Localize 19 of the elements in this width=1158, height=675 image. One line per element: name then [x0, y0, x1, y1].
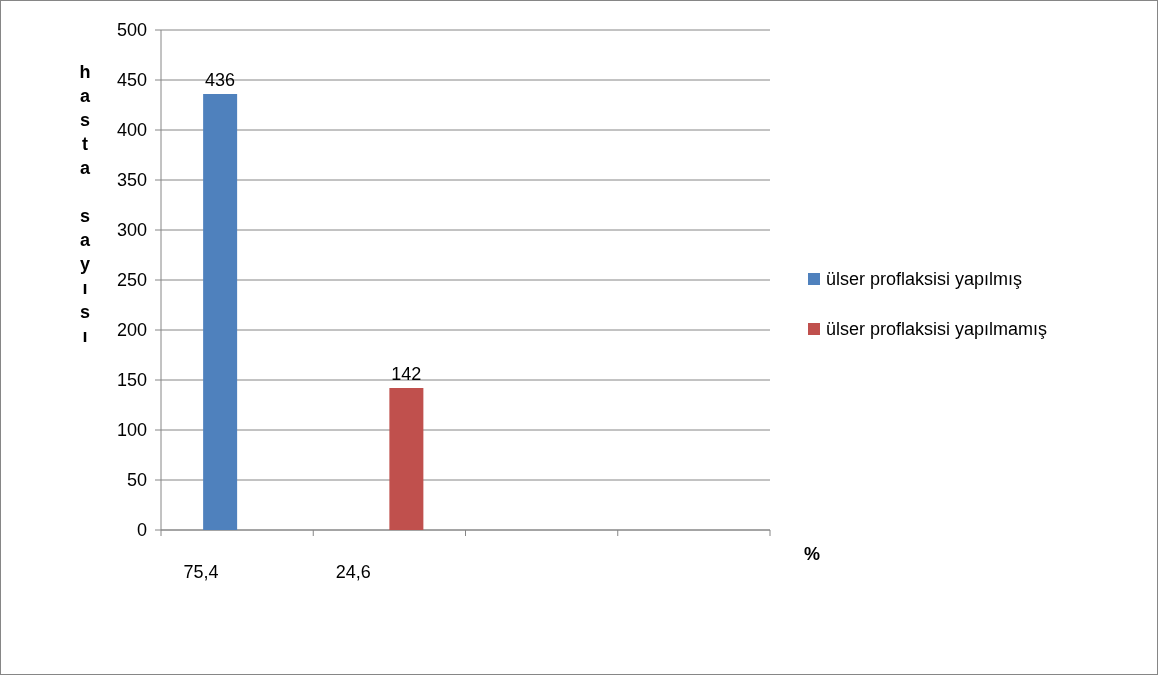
y-tick-label: 0	[136, 520, 147, 540]
data-label: 436	[205, 70, 236, 90]
y-axis-title: hasta sayısı	[75, 62, 95, 350]
x-axis-title: %	[803, 544, 821, 564]
x-tick-label: 75,4	[183, 562, 219, 582]
data-label: 142	[391, 364, 422, 384]
y-tick-label: 300	[116, 220, 147, 240]
y-tick-label: 250	[116, 270, 147, 290]
y-tick-label: 50	[126, 470, 147, 490]
y-tick-label: 450	[116, 70, 147, 90]
y-tick-label: 500	[116, 20, 147, 40]
legend-label: ülser proflaksisi yapılmamış	[826, 319, 1048, 339]
y-tick-label: 100	[116, 420, 147, 440]
y-tick-label: 150	[116, 370, 147, 390]
legend-label: ülser proflaksisi yapılmış	[826, 269, 1023, 289]
x-tick-label: 24,6	[335, 562, 371, 582]
y-tick-label: 400	[116, 120, 147, 140]
y-tick-label: 350	[116, 170, 147, 190]
y-tick-label: 200	[116, 320, 147, 340]
